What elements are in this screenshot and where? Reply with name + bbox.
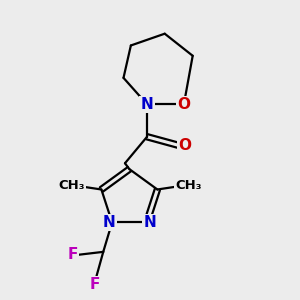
Text: N: N: [103, 215, 116, 230]
Text: N: N: [143, 215, 156, 230]
Text: F: F: [90, 277, 101, 292]
Text: CH₃: CH₃: [175, 178, 202, 192]
Text: N: N: [141, 97, 153, 112]
Text: F: F: [67, 247, 77, 262]
Text: O: O: [177, 97, 190, 112]
Text: O: O: [178, 138, 191, 153]
Text: CH₃: CH₃: [58, 178, 85, 192]
